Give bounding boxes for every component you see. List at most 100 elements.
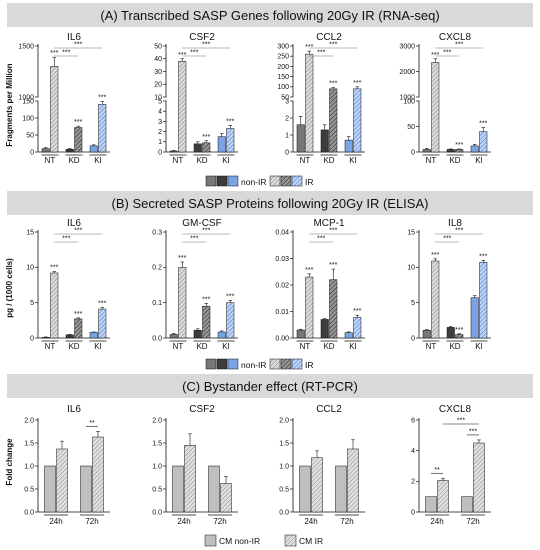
chart-title: MCP-1 xyxy=(313,218,345,229)
bar-ki-control xyxy=(89,145,98,153)
category-label: KD xyxy=(196,156,207,165)
section-a-title: (A) Transcribed SASP Genes following 20G… xyxy=(100,8,439,23)
y-tick-label: 1.0 xyxy=(152,463,162,470)
category-label: KD xyxy=(449,156,460,165)
y-tick-label: 0 xyxy=(285,149,289,156)
legend-a-ir: IR xyxy=(305,177,314,187)
y-tick-label: 3 xyxy=(158,119,162,126)
significance-marker: *** xyxy=(455,327,463,334)
category-label: KD xyxy=(323,342,334,351)
bar-nt-control xyxy=(41,148,50,153)
y-tick-label: 2.0 xyxy=(279,417,289,424)
y-tick-label: 1 xyxy=(158,139,162,146)
section-a-band xyxy=(7,3,533,27)
y-tick-label: 10 xyxy=(154,94,162,101)
legend-b-swatch-kd xyxy=(216,358,228,370)
legend-a-swatch-ki xyxy=(227,175,239,187)
bar-nt-control xyxy=(422,149,431,153)
significance-marker: *** xyxy=(178,52,186,59)
category-label: NT xyxy=(173,342,184,351)
category-label: KI xyxy=(349,342,357,351)
bar-kd-treated xyxy=(329,279,338,339)
chart-title: IL6 xyxy=(67,32,81,43)
bar-nt-treated xyxy=(305,276,314,339)
bar-kd-treated xyxy=(455,149,464,153)
bar-ki-treated xyxy=(98,308,107,339)
chart-title: CSF2 xyxy=(189,32,215,43)
bar-kd-control xyxy=(446,149,455,153)
significance-label: *** xyxy=(317,50,325,57)
y-tick-label: 150 xyxy=(277,74,289,81)
y-tick-label: 10 xyxy=(26,265,34,272)
chart-title: IL6 xyxy=(67,404,81,415)
bar-ki-control xyxy=(470,145,479,153)
significance-label: *** xyxy=(455,42,463,49)
significance-marker: *** xyxy=(98,95,106,102)
bar-72h-treated xyxy=(92,436,104,513)
section-b-title: (B) Secreted SASP Proteins following 20G… xyxy=(112,196,429,211)
bar-kd-control xyxy=(446,327,455,339)
legend-a: non-IR IR xyxy=(205,175,314,187)
legend-a-swatch-kd-ir xyxy=(280,175,292,187)
legend-c-swatch-nonir xyxy=(204,534,217,547)
y-tick-label: 5 xyxy=(158,98,162,105)
y-tick-label: 1.0 xyxy=(24,463,34,470)
y-tick-label: 0 xyxy=(411,509,415,516)
bar-kd-treated xyxy=(455,334,464,339)
y-tick-label: 3000 xyxy=(399,43,415,50)
significance-label: *** xyxy=(202,42,210,49)
significance-label: *** xyxy=(329,42,337,49)
bar-ki-treated xyxy=(353,88,362,153)
significance-marker: *** xyxy=(431,252,439,259)
bar-72h-control xyxy=(461,496,473,513)
y-tick-label: 300 xyxy=(277,43,289,50)
category-label: 24h xyxy=(304,517,317,526)
legend-a-swatch-nt xyxy=(205,175,217,187)
legend-b-nonir: non-IR xyxy=(241,360,267,370)
significance-marker: *** xyxy=(202,296,210,303)
significance-label: *** xyxy=(74,42,82,49)
y-tick-label: 250 xyxy=(277,54,289,61)
bar-72h-control xyxy=(80,465,92,513)
bar-nt-treated xyxy=(178,267,187,339)
chart-title: IL8 xyxy=(448,218,462,229)
category-label: 72h xyxy=(466,517,479,526)
significance-marker: *** xyxy=(353,308,361,315)
category-label: NT xyxy=(45,156,56,165)
y-tick-label: 0.00 xyxy=(275,335,289,342)
significance-marker: *** xyxy=(329,81,337,88)
bar-kd-treated xyxy=(74,127,83,153)
section-b-band xyxy=(7,191,533,215)
significance-marker: *** xyxy=(455,142,463,149)
significance-marker: *** xyxy=(329,262,337,269)
bar-kd-control xyxy=(193,143,202,153)
legend-b-swatch-ki-ir xyxy=(291,358,303,370)
category-label: KD xyxy=(449,342,460,351)
legend-c-swatch-ir xyxy=(284,534,297,547)
bar-24h-treated xyxy=(184,445,196,513)
significance-marker: *** xyxy=(353,80,361,87)
category-label: KD xyxy=(196,342,207,351)
bar-72h-control xyxy=(208,465,220,513)
category-label: KD xyxy=(323,156,334,165)
category-label: NT xyxy=(426,342,437,351)
category-label: NT xyxy=(300,156,311,165)
significance-label: *** xyxy=(455,228,463,235)
legend-c: CM non-IR CM IR xyxy=(204,534,323,547)
chart-title: GM-CSF xyxy=(182,218,221,229)
y-tick-label: 5 xyxy=(411,300,415,307)
y-tick-label: 6 xyxy=(411,417,415,424)
axis-break xyxy=(163,97,169,101)
bar-ki-treated xyxy=(98,104,107,153)
bar-kd-treated xyxy=(329,88,338,153)
chart-b-mcp-1: MCP-1 0.00 0.01 0.02 0.03 0.04 NT KD KI *** *** ***… xyxy=(275,218,365,351)
bar-nt-treated xyxy=(431,62,440,153)
significance-marker: *** xyxy=(431,52,439,59)
significance-marker: *** xyxy=(98,301,106,308)
y-tick-label: 0 xyxy=(411,149,415,156)
y-tick-label: 0.5 xyxy=(279,486,289,493)
legend-b-swatch-nt xyxy=(205,358,217,370)
